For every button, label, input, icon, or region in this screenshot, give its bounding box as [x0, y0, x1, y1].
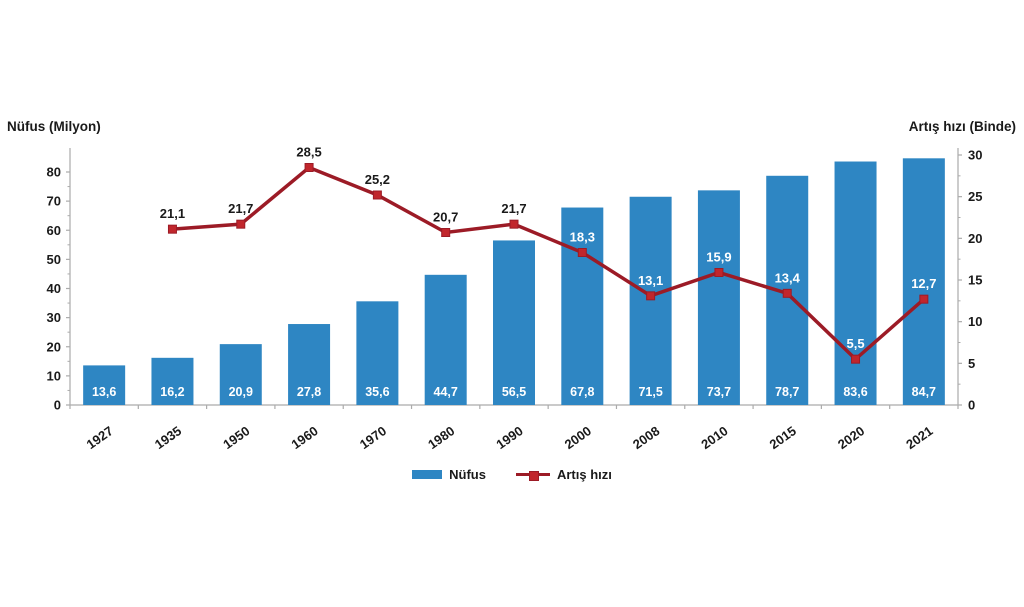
- x-axis-label-1927: 1927: [84, 423, 116, 452]
- bar-value-label-1935: 16,2: [160, 385, 184, 399]
- x-axis-label-1960: 1960: [289, 423, 321, 452]
- bar-value-label-2010: 73,7: [707, 385, 731, 399]
- bar-value-label-2015: 78,7: [775, 385, 799, 399]
- line-value-label-2020: 5,5: [846, 336, 864, 351]
- bar-1950: [219, 344, 262, 405]
- left-axis-tick-label: 0: [54, 398, 61, 413]
- bar-value-label-2020: 83,6: [843, 385, 867, 399]
- line-marker-2008: [646, 291, 656, 301]
- line-marker-2010: [714, 268, 724, 277]
- line-marker-2021: [919, 294, 929, 304]
- bar-1960: [288, 324, 331, 405]
- bar-value-label-2000: 67,8: [570, 385, 594, 399]
- right-axis-tick-label: 10: [968, 314, 982, 329]
- legend-line-swatch-icon: [515, 470, 550, 481]
- legend-bar-swatch-icon: [412, 470, 443, 479]
- left-axis-title: Nüfus (Milyon): [7, 119, 101, 134]
- right-axis-tick-label: 0: [968, 398, 975, 413]
- left-axis-tick-label: 60: [47, 223, 61, 238]
- line-value-label-2015: 13,4: [775, 270, 801, 285]
- line-value-label-1935: 21,1: [160, 206, 185, 221]
- bar-value-label-1960: 27,8: [297, 385, 321, 399]
- legend-label-artis-hizi: Artış hızı: [556, 467, 612, 482]
- right-axis-tick-label: 30: [968, 148, 982, 163]
- line-value-label-1960: 28,5: [296, 145, 321, 160]
- bar-2008: [629, 196, 672, 405]
- x-axis-label-1980: 1980: [425, 423, 457, 452]
- line-marker-1950: [236, 219, 246, 229]
- x-axis-label-1935: 1935: [152, 423, 184, 452]
- bar-value-label-1980: 44,7: [434, 385, 458, 399]
- bar-value-label-1950: 20,9: [229, 385, 253, 399]
- left-axis-tick-label: 80: [47, 165, 61, 180]
- line-marker-1935: [167, 224, 177, 234]
- bar-1990: [493, 240, 535, 405]
- x-axis-label-2021: 2021: [903, 423, 935, 452]
- bar-value-label-1970: 35,6: [365, 385, 389, 399]
- bar-1970: [356, 301, 399, 405]
- right-axis-tick-label: 20: [968, 231, 982, 246]
- line-marker-1990: [509, 219, 519, 229]
- x-axis-label-2015: 2015: [767, 423, 799, 452]
- line-value-label-1950: 21,7: [228, 201, 253, 216]
- right-axis-tick-label: 25: [968, 189, 982, 204]
- line-value-label-2008: 13,1: [638, 273, 663, 288]
- legend-item-artis-hizi: Artış hızı: [515, 467, 612, 482]
- line-value-label-2010: 15,9: [706, 250, 731, 265]
- x-axis-label-1970: 1970: [357, 423, 389, 452]
- x-axis-label-2010: 2010: [698, 423, 730, 452]
- bar-value-label-2021: 84,7: [912, 385, 936, 399]
- line-value-label-2000: 18,3: [570, 230, 595, 245]
- line-value-label-1980: 20,7: [433, 210, 458, 225]
- right-axis-tick-label: 5: [968, 356, 975, 371]
- legend-label-nufus: Nüfus: [449, 467, 486, 482]
- left-axis-tick-label: 70: [47, 194, 61, 209]
- x-axis-label-2000: 2000: [562, 423, 594, 452]
- bar-value-label-1990: 56,5: [502, 385, 526, 399]
- bar-2010: [697, 190, 740, 405]
- legend-line-marker: [528, 470, 539, 481]
- line-value-label-1990: 21,7: [501, 201, 526, 216]
- x-axis-label-2008: 2008: [630, 423, 662, 452]
- line-value-label-1970: 25,2: [365, 172, 390, 187]
- bar-2020: [834, 161, 877, 405]
- bar-2000: [561, 207, 604, 405]
- x-axis-label-2020: 2020: [835, 423, 867, 452]
- bar-value-label-2008: 71,5: [638, 385, 662, 399]
- left-axis-tick-label: 10: [47, 368, 61, 383]
- line-marker-2000: [577, 248, 587, 257]
- line-marker-1960: [304, 163, 314, 172]
- left-axis-tick-label: 20: [47, 339, 61, 354]
- legend-item-nufus: Nüfus: [412, 467, 486, 482]
- legend: Nüfus Artış hızı: [0, 467, 1024, 482]
- left-axis-tick-label: 30: [47, 310, 61, 325]
- bar-value-label-1927: 13,6: [92, 385, 116, 399]
- x-axis-label-1990: 1990: [493, 423, 525, 452]
- x-axis-label-1950: 1950: [220, 423, 252, 452]
- line-marker-2020: [851, 354, 861, 364]
- bar-1935: [151, 357, 194, 405]
- line-marker-2015: [782, 288, 792, 298]
- bar-1927: [83, 365, 126, 405]
- bar-2021: [902, 158, 945, 405]
- line-value-label-2021: 12,7: [911, 276, 936, 291]
- left-axis-tick-label: 50: [47, 252, 61, 267]
- left-axis-tick-label: 40: [47, 281, 61, 296]
- bar-1980: [424, 274, 467, 405]
- line-marker-1970: [372, 190, 382, 200]
- right-axis-title: Artış hızı (Binde): [908, 119, 1016, 134]
- growth-rate-line: [172, 165, 926, 362]
- line-marker-1980: [441, 228, 451, 237]
- right-axis-tick-label: 15: [968, 273, 982, 288]
